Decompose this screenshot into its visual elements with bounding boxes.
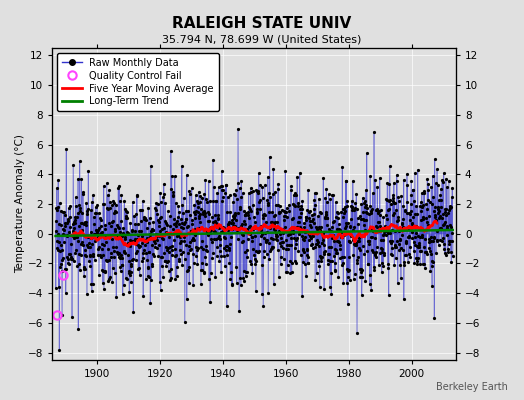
- Y-axis label: Temperature Anomaly (°C): Temperature Anomaly (°C): [15, 134, 25, 274]
- Text: 35.794 N, 78.699 W (United States): 35.794 N, 78.699 W (United States): [162, 34, 362, 44]
- Text: Berkeley Earth: Berkeley Earth: [436, 382, 508, 392]
- Text: RALEIGH STATE UNIV: RALEIGH STATE UNIV: [172, 16, 352, 31]
- Legend: Raw Monthly Data, Quality Control Fail, Five Year Moving Average, Long-Term Tren: Raw Monthly Data, Quality Control Fail, …: [57, 53, 219, 111]
